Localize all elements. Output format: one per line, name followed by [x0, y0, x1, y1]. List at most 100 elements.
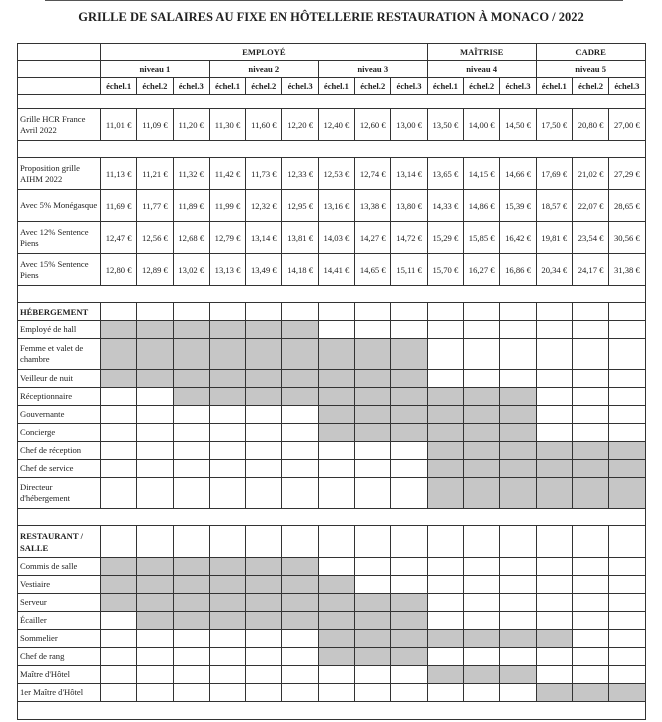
job-label: Directeur d'hébergement [17, 477, 101, 509]
grid-cell-shaded [535, 477, 573, 509]
step-header: échel.2 [354, 77, 392, 95]
salary-value: 24,17 € [571, 253, 610, 286]
grid-cell-shaded [281, 575, 319, 594]
grid-cell-shaded [317, 629, 356, 648]
grid-cell-shaded [317, 575, 356, 594]
row-label: Avec 15% Sentence Piens [17, 253, 101, 286]
step-header: échel.1 [99, 77, 138, 95]
grid-cell-shaded [608, 441, 646, 460]
grid-cell [499, 320, 537, 339]
grid-cell [463, 338, 501, 370]
job-label: Femme et valet de chambre [17, 338, 101, 370]
grid-cell-shaded [426, 477, 465, 509]
grid-cell [99, 423, 138, 442]
salary-value: 31,38 € [608, 253, 646, 286]
job-row: Vestiaire [17, 575, 646, 594]
spacer-cell [17, 140, 646, 158]
grid-cell [281, 665, 319, 684]
grid-cell [390, 575, 428, 594]
page-title: GRILLE DE SALAIRES AU FIXE EN HÔTELLERIE… [78, 10, 584, 24]
salary-value: 11,60 € [245, 108, 283, 141]
grid-cell [99, 647, 138, 666]
grid-cell [281, 459, 319, 478]
grid-cell [245, 477, 283, 509]
header-step-row: échel.1 échel.2 échel.3 échel.1 échel.2 échel… [17, 77, 646, 95]
grid-cell [499, 525, 537, 558]
grid-cell-shaded [317, 369, 356, 388]
salary-value: 27,00 € [608, 108, 646, 141]
salary-row: Avec 12% Sentence Piens 12,47 €12,56 €12,… [17, 221, 646, 254]
job-label: Maître d'Hôtel [17, 665, 101, 684]
job-label: Réceptionnaire [17, 387, 101, 406]
job-row: Femme et valet de chambre [17, 338, 646, 370]
header-empty-cell [17, 77, 101, 95]
salary-value: 12,56 € [136, 221, 174, 254]
grid-cell [99, 665, 138, 684]
grid-cell [571, 575, 610, 594]
grid-cell [535, 611, 573, 630]
salary-value: 11,69 € [99, 189, 138, 222]
job-row: Sommelier [17, 629, 646, 648]
grid-cell [136, 387, 174, 406]
grid-cell [281, 647, 319, 666]
grid-cell-shaded [99, 593, 138, 612]
grid-cell-shaded [281, 611, 319, 630]
grid-cell-shaded [245, 557, 283, 576]
salary-value: 17,69 € [535, 157, 573, 190]
grid-cell [535, 405, 573, 424]
salary-value: 14,50 € [499, 108, 537, 141]
section-title: RESTAURANT / SALLE [17, 525, 101, 558]
grid-cell-shaded [390, 593, 428, 612]
level-header: niveau 5 [535, 60, 646, 78]
grid-cell [608, 369, 646, 388]
grid-cell [426, 647, 465, 666]
grid-cell [281, 302, 319, 321]
grid-cell-shaded [172, 593, 210, 612]
grid-cell-shaded [390, 629, 428, 648]
salary-value: 12,20 € [281, 108, 319, 141]
salary-value: 14,00 € [463, 108, 501, 141]
grid-cell-shaded [571, 477, 610, 509]
spacer-cell [17, 508, 646, 526]
grid-cell-shaded [317, 387, 356, 406]
grid-cell [390, 441, 428, 460]
grid-cell [317, 557, 356, 576]
grid-cell [426, 369, 465, 388]
job-row: 1er Maître d'Hôtel [17, 683, 646, 702]
spacer-cell [17, 94, 646, 109]
salary-value: 28,65 € [608, 189, 646, 222]
salary-value: 11,21 € [136, 157, 174, 190]
job-label: Vestiaire [17, 575, 101, 594]
grid-cell [354, 683, 392, 702]
grid-cell [571, 302, 610, 321]
grid-cell [499, 557, 537, 576]
grid-cell [390, 320, 428, 339]
spacer-cell [17, 285, 646, 303]
grid-cell-shaded [208, 593, 247, 612]
grid-cell [245, 423, 283, 442]
grid-cell [571, 387, 610, 406]
grid-cell-shaded [390, 338, 428, 370]
grid-cell-shaded [463, 459, 501, 478]
step-header: échel.2 [571, 77, 610, 95]
grid-cell [463, 369, 501, 388]
salary-value: 11,89 € [172, 189, 210, 222]
grid-cell-shaded [535, 683, 573, 702]
grid-cell-shaded [281, 369, 319, 388]
grid-cell [281, 405, 319, 424]
grid-cell [354, 302, 392, 321]
grid-cell [535, 575, 573, 594]
grid-cell-shaded [281, 338, 319, 370]
grid-cell [426, 593, 465, 612]
job-row: Concierge [17, 423, 646, 442]
grid-cell [354, 459, 392, 478]
grid-cell [317, 477, 356, 509]
grid-cell [136, 302, 174, 321]
job-label: Gouvernante [17, 405, 101, 424]
grid-cell [463, 302, 501, 321]
grid-cell-shaded [245, 575, 283, 594]
step-header: échel.1 [317, 77, 356, 95]
salary-value: 12,74 € [354, 157, 392, 190]
grid-cell-shaded [463, 665, 501, 684]
grid-cell [99, 387, 138, 406]
